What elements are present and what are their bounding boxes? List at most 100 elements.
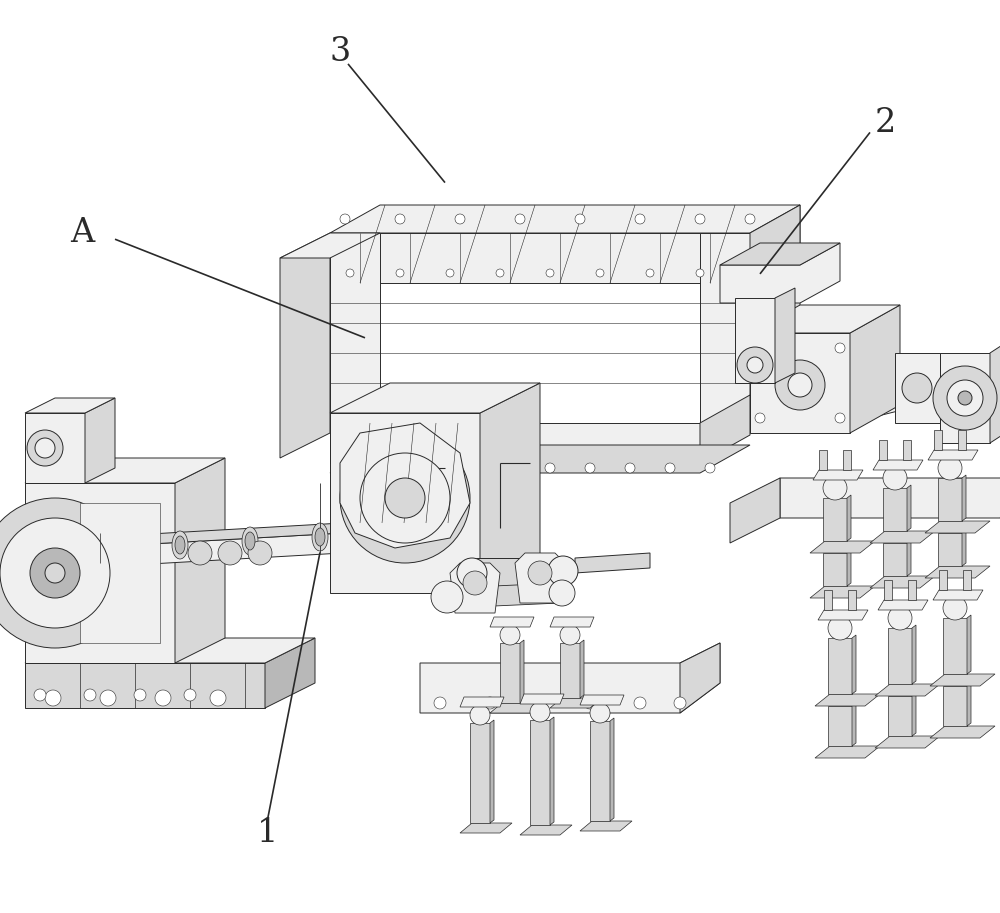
Polygon shape: [730, 478, 780, 543]
Polygon shape: [750, 205, 800, 423]
Polygon shape: [25, 663, 265, 708]
Circle shape: [584, 697, 596, 709]
Circle shape: [747, 357, 763, 373]
Polygon shape: [330, 233, 750, 283]
Circle shape: [463, 571, 487, 595]
Polygon shape: [848, 590, 856, 610]
Polygon shape: [907, 485, 911, 531]
Polygon shape: [912, 693, 916, 736]
Polygon shape: [575, 553, 650, 573]
Polygon shape: [962, 475, 966, 521]
Polygon shape: [330, 205, 800, 233]
Circle shape: [835, 413, 845, 423]
Circle shape: [0, 518, 110, 628]
Circle shape: [155, 690, 171, 706]
Text: 2: 2: [874, 107, 896, 140]
Polygon shape: [823, 498, 847, 541]
Polygon shape: [750, 333, 850, 433]
Polygon shape: [819, 450, 827, 470]
Polygon shape: [80, 518, 430, 548]
Polygon shape: [940, 353, 990, 443]
Polygon shape: [925, 521, 990, 533]
Polygon shape: [680, 643, 720, 713]
Polygon shape: [870, 576, 935, 588]
Circle shape: [455, 214, 465, 224]
Polygon shape: [875, 736, 940, 748]
Polygon shape: [550, 698, 602, 708]
Polygon shape: [500, 643, 520, 703]
Polygon shape: [450, 563, 500, 613]
Circle shape: [218, 541, 242, 565]
Circle shape: [396, 269, 404, 277]
Polygon shape: [879, 440, 887, 460]
Circle shape: [665, 463, 675, 473]
Polygon shape: [280, 233, 380, 258]
Polygon shape: [550, 717, 554, 825]
Polygon shape: [823, 553, 847, 586]
Polygon shape: [883, 543, 907, 576]
Circle shape: [958, 391, 972, 405]
Circle shape: [184, 689, 196, 701]
Polygon shape: [330, 383, 540, 413]
Circle shape: [745, 214, 755, 224]
Polygon shape: [903, 440, 911, 460]
Circle shape: [34, 689, 46, 701]
Polygon shape: [475, 558, 560, 588]
Circle shape: [625, 463, 635, 473]
Polygon shape: [720, 243, 840, 265]
Circle shape: [515, 214, 525, 224]
Polygon shape: [990, 340, 1000, 443]
Polygon shape: [852, 703, 856, 746]
Polygon shape: [80, 528, 430, 568]
Circle shape: [45, 563, 65, 583]
Polygon shape: [943, 686, 967, 726]
Polygon shape: [775, 288, 795, 383]
Circle shape: [590, 703, 610, 723]
Polygon shape: [967, 615, 971, 674]
Polygon shape: [735, 298, 775, 383]
Polygon shape: [750, 305, 900, 333]
Polygon shape: [330, 445, 750, 473]
Polygon shape: [340, 423, 470, 548]
Polygon shape: [850, 373, 970, 423]
Polygon shape: [490, 617, 534, 627]
Circle shape: [528, 561, 552, 585]
Circle shape: [933, 366, 997, 430]
Circle shape: [546, 269, 554, 277]
Circle shape: [902, 373, 932, 403]
Circle shape: [496, 269, 504, 277]
Polygon shape: [925, 566, 990, 578]
Circle shape: [345, 463, 355, 473]
Circle shape: [530, 702, 550, 722]
Polygon shape: [908, 580, 916, 600]
Polygon shape: [847, 495, 851, 541]
Circle shape: [346, 269, 354, 277]
Circle shape: [248, 541, 272, 565]
Ellipse shape: [385, 524, 395, 542]
Polygon shape: [460, 823, 512, 833]
Polygon shape: [930, 726, 995, 738]
Polygon shape: [490, 720, 494, 823]
Circle shape: [545, 463, 555, 473]
Polygon shape: [843, 450, 851, 470]
Polygon shape: [912, 625, 916, 684]
Polygon shape: [895, 353, 940, 423]
Polygon shape: [520, 825, 572, 835]
Circle shape: [548, 556, 578, 586]
Polygon shape: [515, 553, 565, 603]
Ellipse shape: [382, 519, 398, 547]
Polygon shape: [85, 398, 115, 483]
Polygon shape: [938, 533, 962, 566]
Polygon shape: [490, 703, 542, 713]
Polygon shape: [815, 694, 880, 706]
Polygon shape: [265, 638, 315, 708]
Ellipse shape: [242, 527, 258, 555]
Polygon shape: [888, 696, 912, 736]
Circle shape: [596, 269, 604, 277]
Circle shape: [947, 380, 983, 416]
Polygon shape: [888, 628, 912, 684]
Polygon shape: [700, 233, 750, 423]
Polygon shape: [963, 570, 971, 590]
Polygon shape: [175, 458, 225, 663]
Circle shape: [360, 453, 450, 543]
